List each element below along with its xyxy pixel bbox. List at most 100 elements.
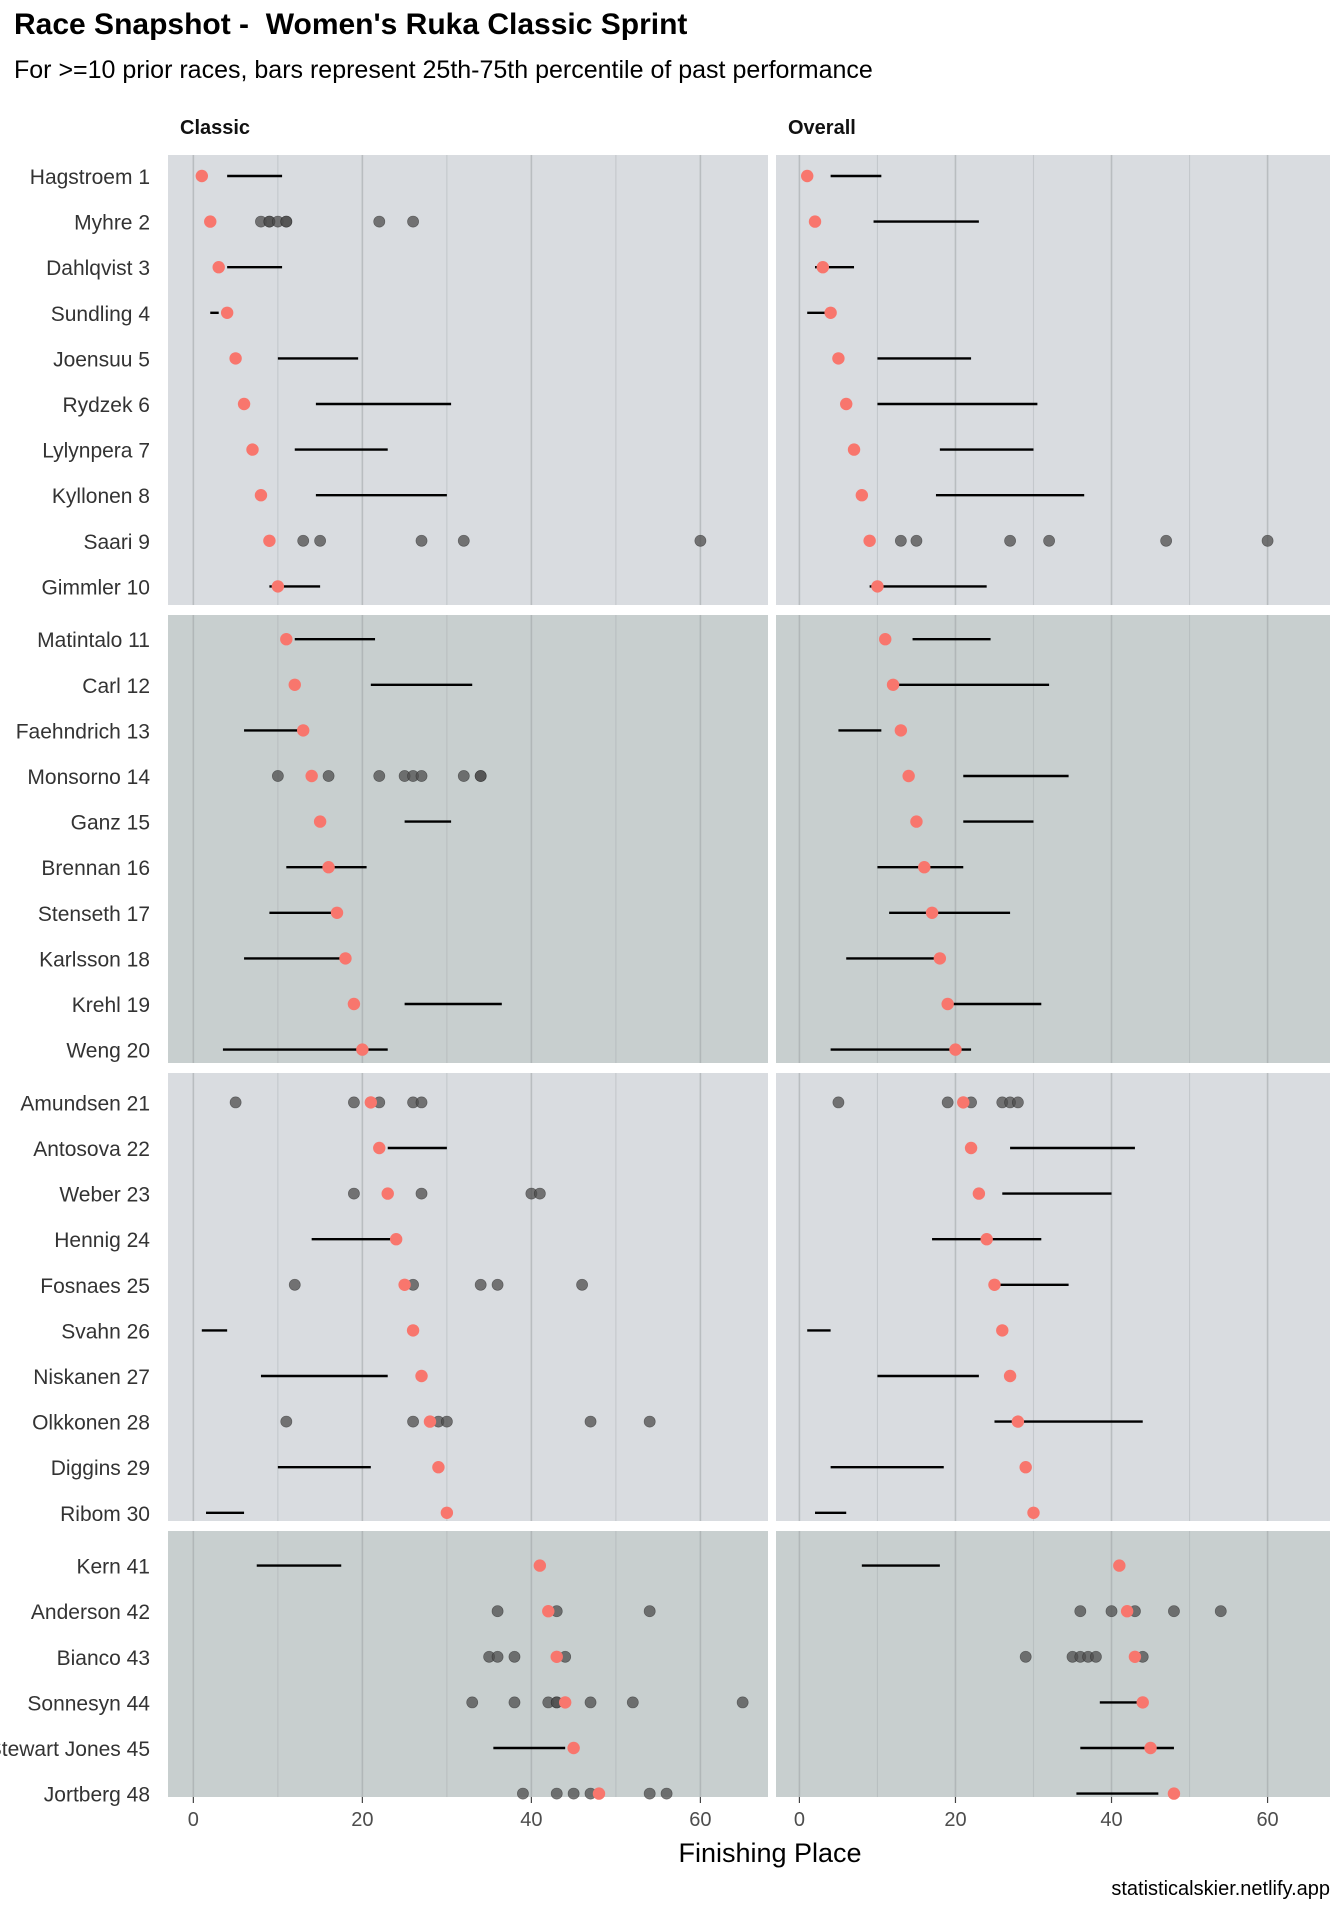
current-place-point bbox=[988, 1278, 1001, 1292]
athlete-label: Svahn 26 bbox=[61, 1320, 150, 1343]
athlete-label: Stewart Jones 45 bbox=[0, 1738, 150, 1761]
current-place-point bbox=[288, 678, 301, 691]
current-place-point bbox=[808, 215, 822, 228]
current-place-point bbox=[1128, 1650, 1142, 1664]
prior-result-point bbox=[415, 1187, 428, 1200]
current-place-point bbox=[824, 306, 837, 319]
chart-subtitle: For >=10 prior races, bars represent 25t… bbox=[14, 56, 873, 84]
prior-result-point bbox=[415, 534, 428, 547]
athlete-label: Weber 23 bbox=[59, 1184, 150, 1207]
prior-result-point bbox=[1168, 1605, 1180, 1618]
prior-result-point bbox=[457, 534, 470, 547]
prior-result-point bbox=[322, 770, 335, 782]
athlete-label: Myhre 2 bbox=[74, 212, 150, 235]
current-place-point bbox=[220, 306, 234, 319]
athlete-label: Antosova 22 bbox=[33, 1138, 150, 1161]
prior-result-point bbox=[832, 1096, 845, 1109]
prior-result-point bbox=[576, 1278, 588, 1291]
current-place-point bbox=[263, 534, 276, 547]
prior-result-point bbox=[643, 1787, 656, 1800]
athlete-label: Niskanen 27 bbox=[33, 1366, 150, 1389]
prior-result-point bbox=[474, 1278, 487, 1291]
current-place-point bbox=[533, 1559, 547, 1572]
prior-result-point bbox=[271, 770, 284, 782]
current-place-point bbox=[996, 1324, 1009, 1337]
prior-result-point bbox=[373, 770, 386, 782]
current-place-point bbox=[542, 1605, 555, 1618]
current-place-point bbox=[863, 534, 876, 547]
prior-result-point bbox=[1011, 1096, 1024, 1109]
current-place-point bbox=[894, 724, 908, 737]
current-place-point bbox=[1120, 1605, 1134, 1618]
current-place-point bbox=[347, 997, 361, 1011]
prior-result-point bbox=[910, 534, 923, 547]
current-place-point bbox=[423, 1415, 437, 1428]
athlete-label: Joensuu 5 bbox=[53, 348, 150, 371]
athlete-label: Anderson 42 bbox=[31, 1601, 150, 1624]
panel-background bbox=[168, 155, 768, 605]
athlete-label: Gimmler 10 bbox=[41, 576, 150, 599]
current-place-point bbox=[949, 1043, 962, 1056]
prior-result-point bbox=[1105, 1605, 1118, 1618]
prior-result-point bbox=[584, 1415, 597, 1428]
prior-result-point bbox=[491, 1650, 504, 1663]
prior-result-point bbox=[407, 215, 419, 228]
current-place-point bbox=[271, 580, 285, 593]
current-place-point bbox=[871, 580, 884, 593]
prior-result-point bbox=[491, 1278, 504, 1291]
prior-result-point bbox=[694, 534, 707, 547]
prior-result-point bbox=[440, 1415, 453, 1428]
prior-result-point bbox=[466, 1696, 479, 1709]
athlete-label: Matintalo 11 bbox=[37, 629, 150, 652]
current-place-point bbox=[941, 997, 954, 1011]
current-place-point bbox=[886, 678, 900, 691]
current-place-point bbox=[322, 861, 335, 874]
athlete-label: Monsorno 14 bbox=[27, 766, 150, 789]
prior-result-point bbox=[533, 1187, 546, 1200]
current-place-point bbox=[918, 861, 931, 874]
prior-result-point bbox=[517, 1787, 529, 1800]
current-place-point bbox=[855, 489, 869, 502]
prior-result-point bbox=[508, 1696, 521, 1709]
prior-result-point bbox=[1043, 534, 1055, 547]
x-tick-label: 40 bbox=[520, 1809, 542, 1831]
athlete-label: Kern 41 bbox=[76, 1556, 150, 1579]
current-place-point bbox=[204, 215, 217, 228]
panel-background bbox=[168, 615, 768, 1063]
panel-background bbox=[776, 1531, 1330, 1797]
prior-result-point bbox=[508, 1650, 521, 1663]
athlete-label: Brennan 16 bbox=[41, 857, 150, 880]
current-place-point bbox=[558, 1696, 572, 1709]
panel-background bbox=[776, 155, 1330, 605]
facet-label-classic: Classic bbox=[180, 117, 250, 139]
prior-result-point bbox=[415, 770, 428, 782]
panel-background bbox=[776, 1073, 1330, 1521]
prior-result-point bbox=[584, 1696, 597, 1709]
prior-result-point bbox=[280, 215, 293, 228]
current-place-point bbox=[440, 1506, 454, 1520]
current-place-point bbox=[229, 352, 242, 365]
current-place-point bbox=[339, 952, 352, 965]
athlete-label: Diggins 29 bbox=[51, 1457, 150, 1480]
prior-result-point bbox=[1160, 534, 1173, 547]
chart-title: Race Snapshot - Women's Ruka Classic Spr… bbox=[14, 8, 688, 41]
current-place-point bbox=[847, 443, 861, 456]
current-place-point bbox=[415, 1369, 428, 1383]
current-place-point bbox=[373, 1141, 386, 1155]
current-place-point bbox=[406, 1324, 420, 1337]
prior-result-point bbox=[1214, 1605, 1227, 1618]
current-place-point bbox=[212, 261, 225, 274]
athlete-label: Sundling 4 bbox=[51, 303, 151, 326]
current-place-point bbox=[933, 952, 947, 965]
prior-result-point bbox=[407, 1415, 419, 1428]
athlete-label: Kyllonen 8 bbox=[52, 485, 150, 508]
prior-result-point bbox=[660, 1787, 673, 1800]
current-place-point bbox=[964, 1141, 978, 1155]
athlete-label: Rydzek 6 bbox=[62, 394, 150, 417]
current-place-point bbox=[1144, 1741, 1157, 1755]
athlete-label: Bianco 43 bbox=[57, 1647, 150, 1670]
prior-result-point bbox=[941, 1096, 954, 1109]
current-place-point bbox=[801, 169, 814, 183]
current-place-point bbox=[592, 1787, 606, 1800]
current-place-point bbox=[910, 815, 923, 828]
